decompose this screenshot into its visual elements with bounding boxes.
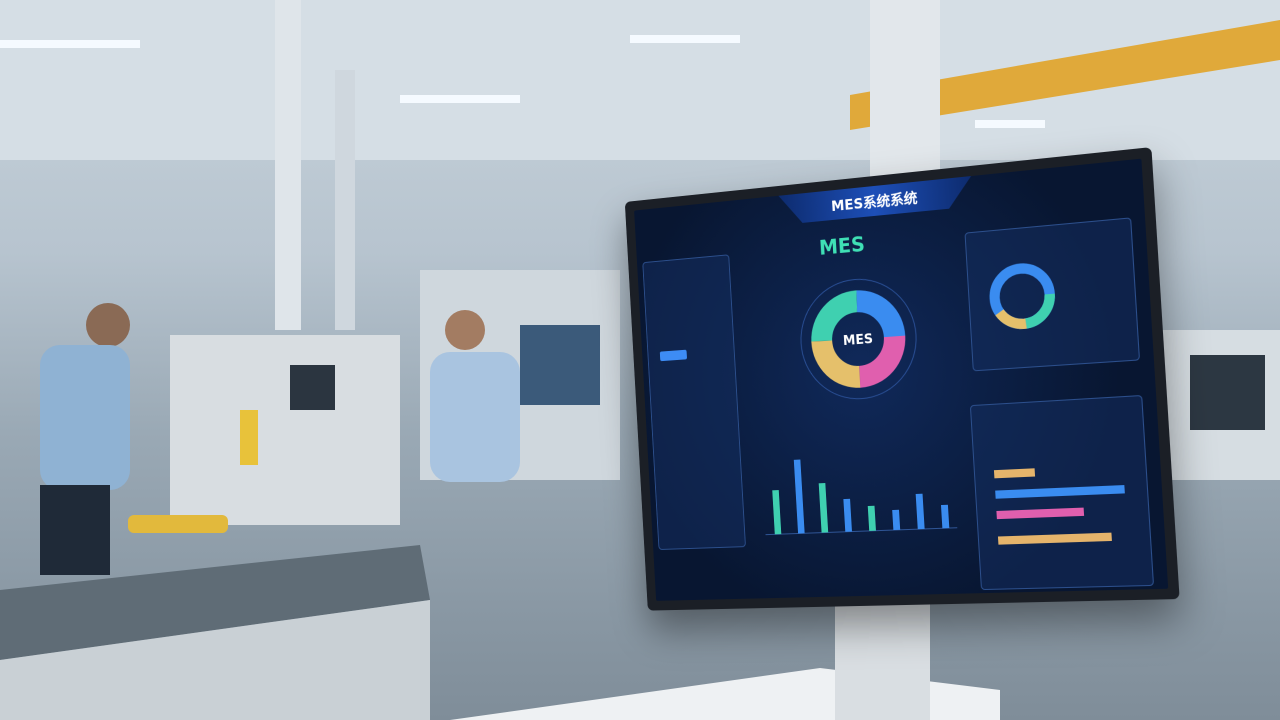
donut-label: MES xyxy=(843,331,874,349)
bar-chart xyxy=(756,459,964,549)
dashboard-heading: MES xyxy=(818,231,866,260)
donut-chart: MES xyxy=(774,261,946,422)
mes-dashboard: MES系统系统 MES MES xyxy=(634,158,1169,601)
monitor: MES系统系统 MES MES xyxy=(624,147,1180,611)
ring-chart xyxy=(981,250,1068,348)
